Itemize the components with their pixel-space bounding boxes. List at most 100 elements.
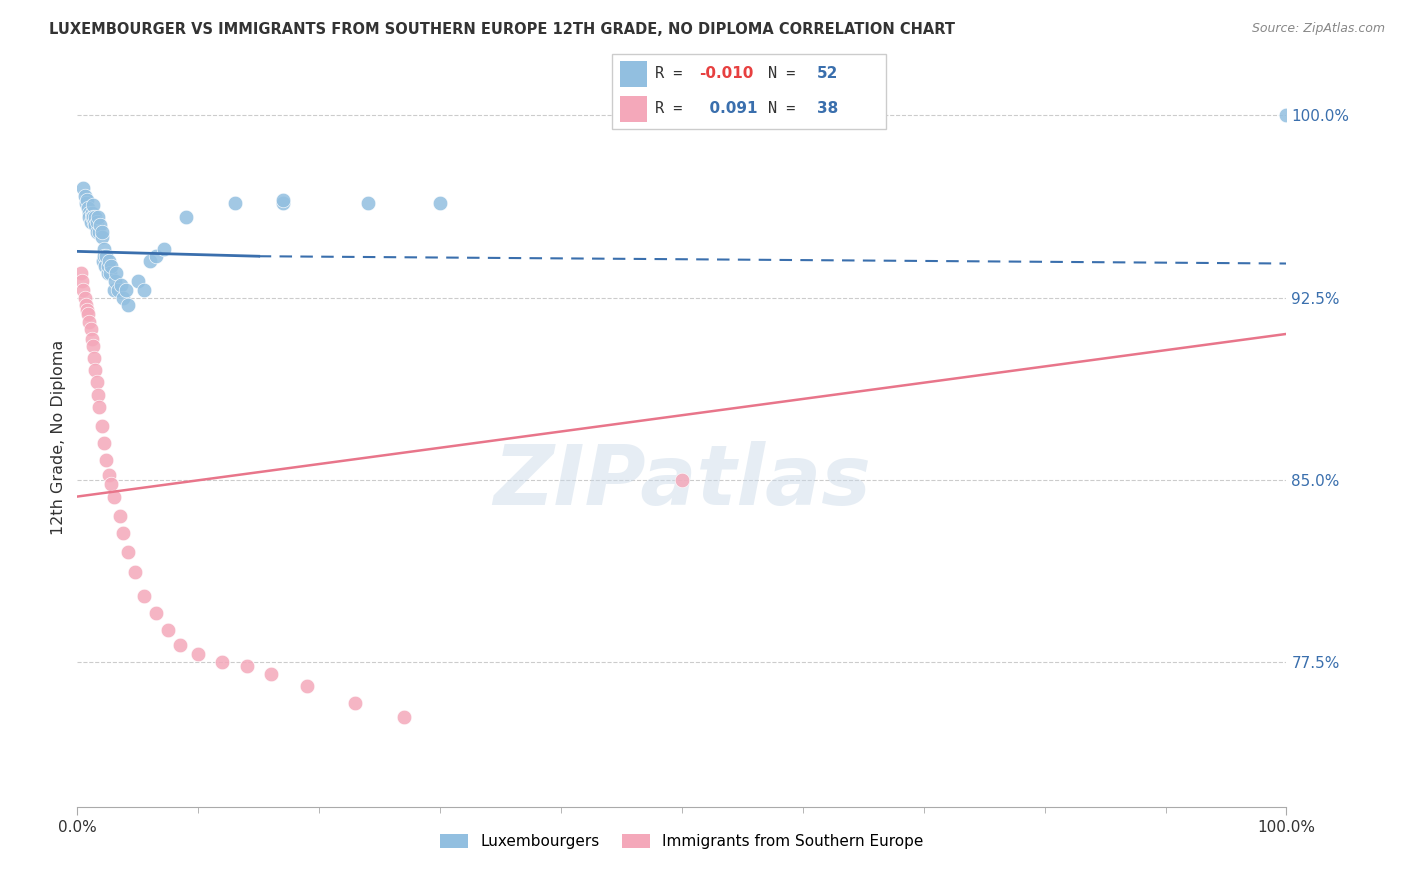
Text: ZIPatlas: ZIPatlas — [494, 441, 870, 522]
Point — [96, 453, 118, 467]
Point — [169, 638, 191, 652]
Text: R =: R = — [655, 67, 683, 81]
Point — [108, 508, 131, 523]
Point — [79, 315, 101, 329]
Point — [90, 419, 112, 434]
Point — [174, 211, 197, 225]
Point — [145, 606, 167, 620]
Point — [145, 249, 167, 263]
Text: N =: N = — [768, 67, 796, 81]
Point — [271, 194, 294, 208]
Point — [260, 666, 283, 681]
Point — [87, 225, 110, 239]
Point — [77, 201, 100, 215]
Point — [127, 273, 149, 287]
Point — [79, 322, 101, 336]
Point — [79, 211, 101, 225]
Point — [96, 259, 118, 273]
Point — [124, 565, 146, 579]
Point — [98, 266, 121, 280]
Point — [103, 283, 125, 297]
Point — [94, 259, 117, 273]
Point — [187, 648, 209, 662]
Point — [114, 283, 136, 297]
Point — [132, 283, 155, 297]
Point — [100, 477, 122, 491]
Point — [295, 679, 318, 693]
Point — [86, 225, 108, 239]
Point — [80, 205, 103, 219]
Point — [671, 473, 693, 487]
Point — [82, 339, 104, 353]
Point — [211, 655, 233, 669]
Point — [105, 266, 128, 280]
Point — [112, 291, 135, 305]
Point — [90, 229, 112, 244]
Point — [93, 249, 115, 263]
Point — [83, 215, 105, 229]
Point — [93, 242, 115, 256]
Point — [87, 387, 110, 401]
Point — [153, 242, 176, 256]
Point — [104, 273, 127, 287]
Text: -0.010: -0.010 — [699, 67, 754, 81]
Point — [271, 195, 294, 210]
Point — [73, 188, 96, 202]
Point — [83, 351, 105, 366]
Point — [86, 376, 108, 390]
Point — [93, 436, 115, 450]
Point — [82, 211, 104, 225]
Point — [84, 218, 107, 232]
Point — [97, 254, 120, 268]
Point — [72, 181, 94, 195]
Point — [79, 215, 101, 229]
Text: LUXEMBOURGER VS IMMIGRANTS FROM SOUTHERN EUROPE 12TH GRADE, NO DIPLOMA CORRELATI: LUXEMBOURGER VS IMMIGRANTS FROM SOUTHERN… — [49, 22, 955, 37]
Point — [89, 218, 111, 232]
Text: N =: N = — [768, 101, 796, 116]
Bar — [620, 96, 647, 122]
Point — [77, 308, 100, 322]
Point — [139, 254, 162, 268]
Point — [79, 205, 101, 219]
Point — [80, 211, 103, 225]
Point — [110, 278, 132, 293]
Point — [107, 283, 129, 297]
Point — [76, 302, 98, 317]
Point — [1275, 108, 1298, 122]
Point — [91, 254, 114, 268]
Point — [70, 266, 93, 280]
Point — [103, 490, 125, 504]
Point — [97, 467, 120, 482]
Point — [84, 363, 107, 377]
Point — [96, 249, 118, 263]
Point — [235, 659, 257, 673]
Point — [75, 195, 97, 210]
Text: 38: 38 — [817, 101, 838, 116]
Point — [132, 589, 155, 603]
Text: 52: 52 — [817, 67, 838, 81]
Point — [82, 198, 104, 212]
Point — [96, 266, 118, 280]
Point — [80, 332, 103, 346]
Point — [84, 211, 107, 225]
Point — [157, 623, 180, 637]
Point — [344, 696, 367, 710]
Point — [117, 298, 139, 312]
Point — [224, 195, 246, 210]
Point — [87, 211, 110, 225]
Point — [75, 298, 97, 312]
Point — [87, 400, 110, 414]
Point — [90, 225, 112, 239]
Text: R =: R = — [655, 101, 683, 116]
Point — [72, 283, 94, 297]
Point — [73, 291, 96, 305]
Point — [100, 259, 122, 273]
Legend: Luxembourgers, Immigrants from Southern Europe: Luxembourgers, Immigrants from Southern … — [434, 828, 929, 855]
Point — [76, 194, 98, 208]
Point — [429, 195, 451, 210]
Text: Source: ZipAtlas.com: Source: ZipAtlas.com — [1251, 22, 1385, 36]
Point — [117, 545, 139, 559]
Point — [70, 273, 93, 287]
Point — [392, 710, 415, 724]
Bar — [620, 62, 647, 87]
